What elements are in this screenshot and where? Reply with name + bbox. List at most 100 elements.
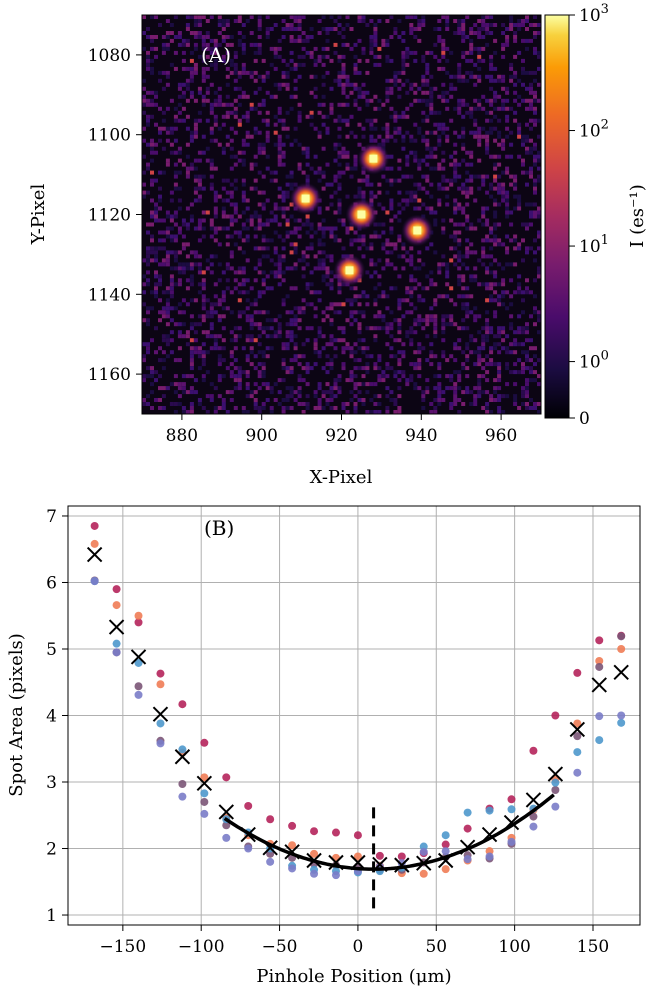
noise-pixel (493, 178, 498, 183)
noise-pixel (293, 62, 298, 67)
noise-pixel (385, 374, 390, 379)
noise-pixel (277, 270, 282, 275)
noise-pixel (513, 174, 518, 179)
noise-pixel (289, 214, 294, 219)
noise-pixel (333, 310, 338, 315)
y-tick-label: 6 (46, 573, 57, 593)
noise-pixel (381, 290, 386, 295)
noise-pixel (437, 134, 442, 139)
noise-pixel (473, 98, 478, 103)
noise-pixel (289, 230, 294, 235)
x-tick-label: 0 (353, 937, 364, 957)
noise-pixel (257, 294, 262, 299)
noise-pixel (489, 23, 494, 27)
noise-pixel (357, 58, 362, 63)
noise-pixel (201, 306, 206, 311)
noise-pixel (165, 19, 170, 23)
noise-pixel (429, 102, 434, 107)
noise-pixel (537, 174, 541, 179)
noise-pixel (381, 246, 386, 251)
noise-pixel (281, 366, 286, 371)
noise-pixel (333, 146, 338, 151)
noise-pixel (165, 31, 170, 35)
noise-pixel (301, 342, 306, 347)
noise-pixel (465, 354, 470, 359)
noise-pixel (441, 42, 446, 47)
noise-pixel (333, 210, 338, 215)
noise-pixel (173, 118, 178, 123)
noise-pixel (533, 46, 537, 51)
noise-pixel (189, 366, 194, 371)
noise-pixel (285, 394, 290, 399)
noise-pixel (401, 354, 406, 359)
noise-pixel (421, 398, 426, 402)
noise-pixel (461, 38, 466, 43)
noise-pixel (345, 410, 350, 414)
noise-pixel (461, 294, 466, 299)
panel-a: (A) 880 900 920 940 960 10801100112011401160… (28, 2, 648, 488)
noise-pixel (489, 326, 494, 331)
noise-pixel (357, 38, 362, 43)
noise-pixel (497, 370, 502, 375)
noise-pixel (397, 238, 402, 243)
noise-pixel (517, 19, 522, 23)
noise-pixel (209, 186, 214, 191)
noise-pixel (369, 258, 374, 263)
noise-pixel (369, 198, 374, 203)
noise-pixel (501, 74, 506, 79)
noise-pixel (405, 378, 410, 383)
noise-pixel (213, 194, 218, 199)
noise-pixel (437, 382, 442, 387)
noise-pixel (285, 386, 290, 391)
noise-pixel (421, 158, 426, 163)
noise-pixel (257, 35, 262, 39)
noise-pixel (333, 50, 338, 55)
noise-pixel (433, 330, 438, 335)
noise-pixel (289, 358, 294, 363)
noise-pixel (305, 114, 310, 119)
noise-pixel (209, 110, 214, 115)
noise-pixel (341, 42, 346, 47)
noise-pixel (417, 342, 422, 347)
noise-pixel (481, 358, 486, 363)
noise-pixel (237, 94, 242, 99)
noise-pixel (485, 334, 490, 339)
noise-pixel (209, 126, 214, 131)
noise-pixel (225, 234, 230, 239)
noise-pixel (381, 174, 386, 179)
noise-pixel (485, 42, 490, 47)
noise-pixel (425, 358, 430, 363)
noise-pixel (469, 31, 474, 35)
noise-pixel (441, 338, 446, 343)
noise-pixel (161, 70, 166, 75)
noise-pixel (193, 158, 198, 163)
noise-pixel (169, 294, 174, 299)
noise-pixel (437, 94, 442, 99)
noise-pixel (397, 406, 402, 410)
noise-pixel (345, 226, 350, 231)
noise-pixel (517, 246, 522, 251)
data-point (112, 601, 121, 610)
noise-pixel (489, 410, 494, 414)
noise-pixel (177, 302, 182, 307)
noise-pixel (341, 74, 346, 79)
noise-pixel (289, 318, 294, 323)
noise-pixel (313, 94, 318, 99)
noise-pixel (241, 266, 246, 271)
noise-pixel (289, 50, 294, 55)
noise-pixel (481, 134, 486, 139)
noise-pixel (249, 362, 254, 367)
y-tick-label: 7 (46, 507, 57, 527)
noise-pixel (277, 322, 282, 327)
data-point (617, 632, 626, 641)
noise-pixel (305, 218, 310, 223)
noise-pixel (345, 378, 350, 383)
noise-pixel (233, 406, 238, 410)
noise-pixel (197, 194, 202, 199)
noise-pixel (181, 410, 186, 414)
noise-pixel (457, 326, 462, 331)
noise-pixel (389, 78, 394, 83)
noise-pixel (353, 158, 358, 163)
noise-pixel (154, 46, 158, 51)
noise-pixel (473, 106, 478, 111)
